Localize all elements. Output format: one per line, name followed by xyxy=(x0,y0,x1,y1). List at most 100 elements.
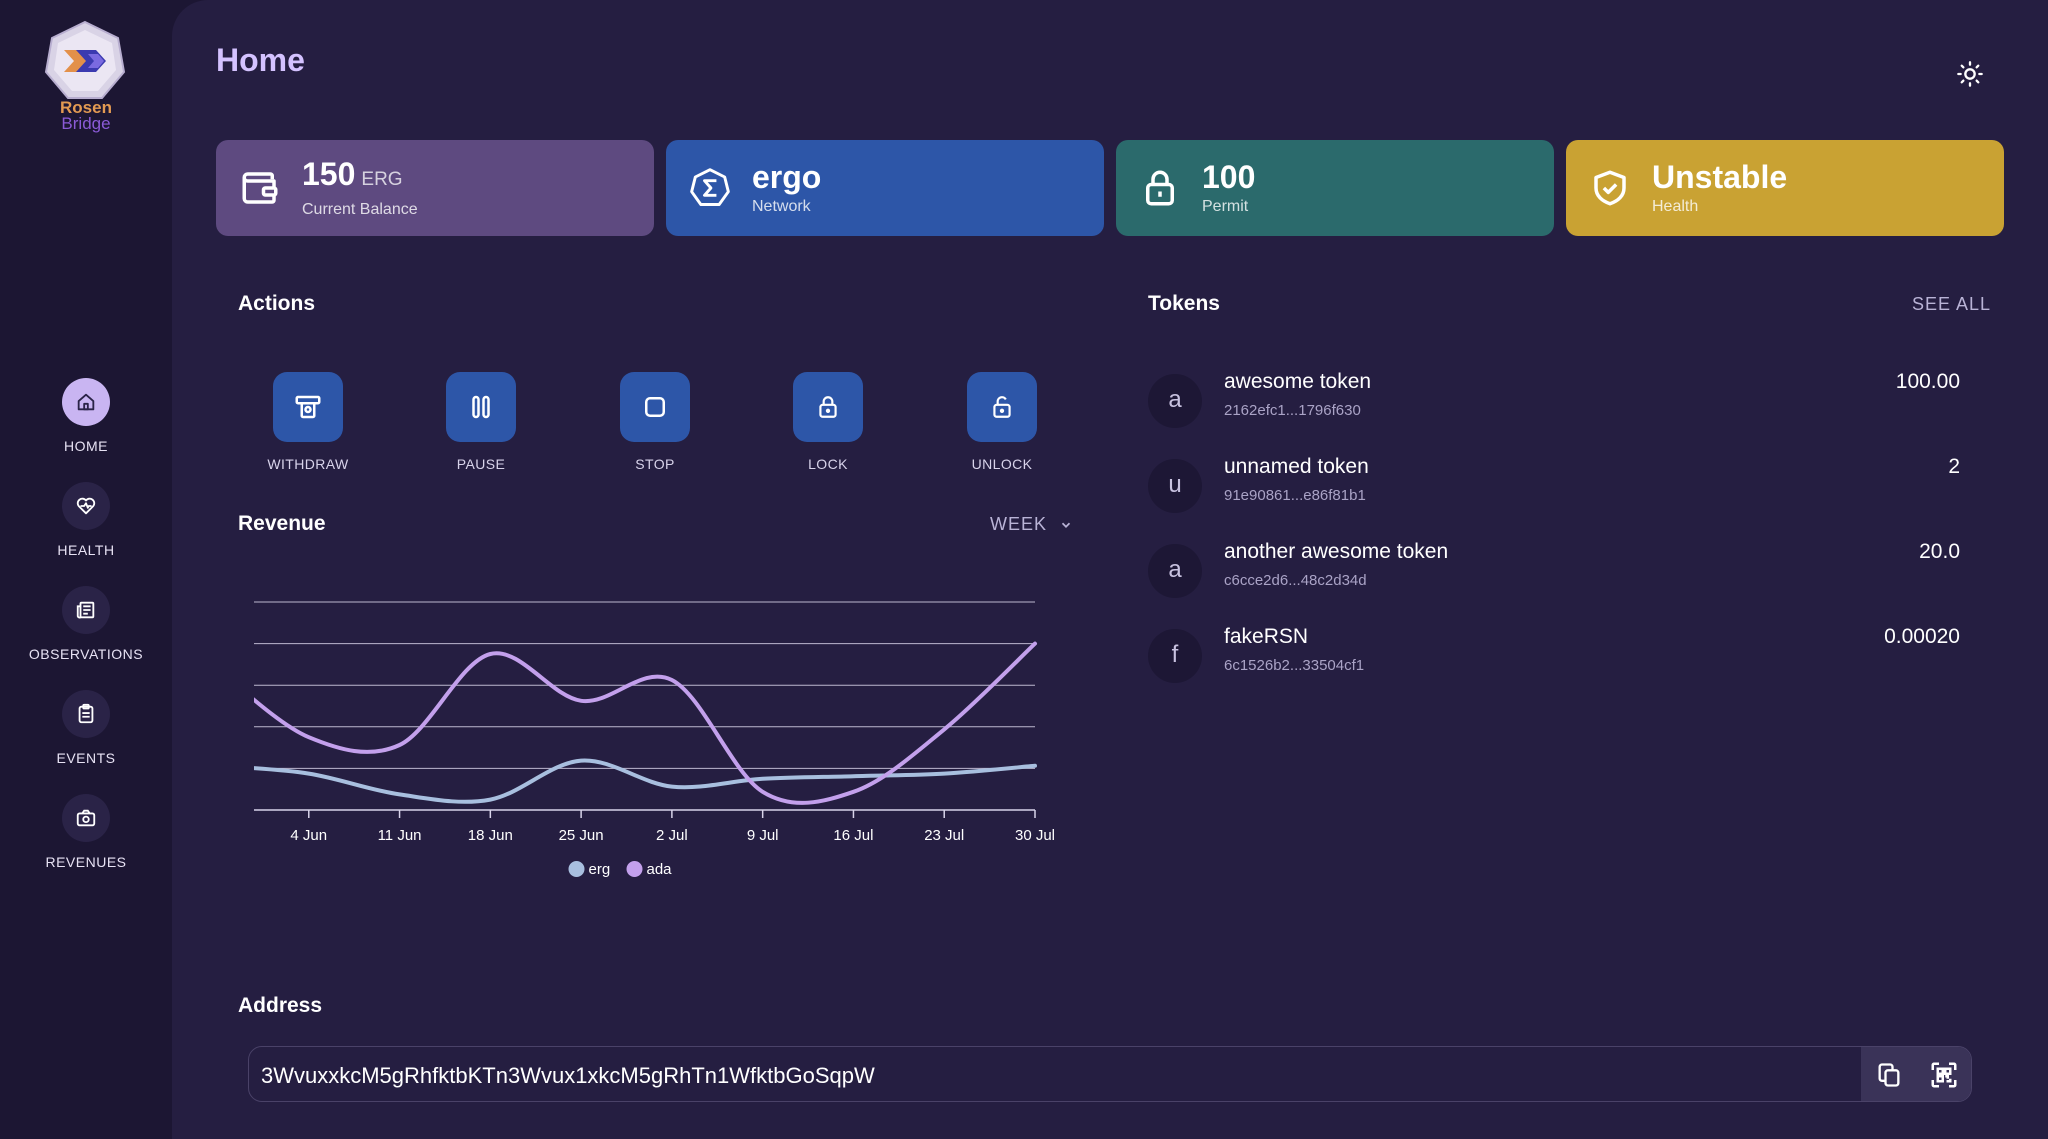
token-id: 91e90861...e86f81b1 xyxy=(1224,487,1366,504)
x-tick-label: 30 Jul xyxy=(1015,827,1054,844)
token-id: 6c1526b2...33504cf1 xyxy=(1224,657,1365,674)
x-tick-label: 23 Jul xyxy=(924,827,964,844)
pause-icon xyxy=(446,372,516,442)
chevron-down-icon xyxy=(1061,522,1071,528)
permit-value: 100 xyxy=(1202,159,1256,195)
x-tick-label: 16 Jul xyxy=(833,827,873,844)
stop-icon xyxy=(620,372,690,442)
address-field[interactable]: 3WvuxxkcM5gRhfktbKTn3Wvux1xkcM5gRhTn1Wfk… xyxy=(248,1046,1972,1102)
unlock-label: UNLOCK xyxy=(971,456,1033,472)
shield-check-icon xyxy=(1588,166,1632,210)
address-value[interactable]: 3WvuxxkcM5gRhfktbKTn3Wvux1xkcM5gRhTn1Wfk… xyxy=(261,1063,875,1088)
stop-label: STOP xyxy=(635,456,675,472)
network-label: Network xyxy=(752,198,811,215)
legend-label-erg: erg xyxy=(589,861,611,878)
token-avatar: a xyxy=(1148,544,1202,598)
logo-text: Rosen Bridge xyxy=(40,98,132,133)
sidebar-item-label: HEALTH xyxy=(57,542,115,558)
series-line-erg xyxy=(254,758,1037,804)
sidebar-item-label: REVENUES xyxy=(45,854,127,870)
logo-icon xyxy=(44,20,126,99)
token-avatar: f xyxy=(1148,629,1202,683)
ergo-sigma-icon xyxy=(688,166,732,210)
token-amount: 20.0 xyxy=(1919,540,1960,563)
rosen-bridge-logo[interactable]: Rosen Bridge xyxy=(40,18,132,138)
sidebar-item-label: OBSERVATIONS xyxy=(28,646,144,662)
x-tick-label: 11 Jun xyxy=(378,827,422,844)
wallet-icon xyxy=(238,166,282,210)
token-amount: 2 xyxy=(1948,455,1960,478)
token-name: unnamed token xyxy=(1224,455,1369,478)
qr-code-icon xyxy=(1931,1062,1956,1088)
theme-toggle-button[interactable] xyxy=(1954,58,1986,90)
period-select[interactable]: WEEK xyxy=(990,514,1073,535)
logo-line-1: Rosen xyxy=(60,98,112,117)
token-name: awesome token xyxy=(1224,370,1372,393)
qr-code-button[interactable] xyxy=(1927,1058,1961,1092)
atm-icon xyxy=(273,372,343,442)
sidebar-item-label: HOME xyxy=(64,438,108,454)
x-tick-label: 4 Jun xyxy=(290,827,327,844)
permit-card: 100 Permit xyxy=(1116,140,1554,236)
series-line-ada xyxy=(254,641,1037,805)
see-all-link[interactable]: SEE ALL xyxy=(1912,294,1992,314)
health-card: Unstable Health xyxy=(1566,140,2004,236)
copy-icon xyxy=(1878,1063,1899,1087)
token-row[interactable]: u unnamed token 91e90861...e86f81b1 2 xyxy=(1148,455,1960,525)
token-name: fakeRSN xyxy=(1224,625,1309,648)
network-card: ergo Network xyxy=(666,140,1104,236)
withdraw-label: WITHDRAW xyxy=(267,456,349,472)
pause-button[interactable]: PAUSE xyxy=(426,372,536,472)
copy-button[interactable] xyxy=(1872,1058,1906,1092)
lock-label: LOCK xyxy=(808,456,848,472)
newspaper-icon xyxy=(62,586,110,634)
unlock-icon xyxy=(967,372,1037,442)
legend-label-ada: ada xyxy=(647,861,673,878)
actions-title: Actions xyxy=(238,292,316,315)
logo-line-2: Bridge xyxy=(61,114,111,133)
x-tick-label: 2 Jul xyxy=(656,827,688,844)
withdraw-button[interactable]: WITHDRAW xyxy=(253,372,363,472)
sidebar: Rosen Bridge HOME HEALTH OBSERVATIONS EV… xyxy=(0,0,172,1139)
token-row[interactable]: a another awesome token c6cce2d6...48c2d… xyxy=(1148,540,1960,610)
sidebar-item-revenues[interactable]: REVENUES xyxy=(0,794,172,884)
sidebar-item-observations[interactable]: OBSERVATIONS xyxy=(0,586,172,676)
sidebar-item-events[interactable]: EVENTS xyxy=(0,690,172,780)
balance-label: Current Balance xyxy=(302,201,418,218)
x-tick-label: 25 Jun xyxy=(559,827,604,844)
health-label: Health xyxy=(1652,198,1699,215)
period-select-value: WEEK xyxy=(990,514,1048,534)
lock-icon xyxy=(793,372,863,442)
token-row[interactable]: f fakeRSN 6c1526b2...33504cf1 0.00020 xyxy=(1148,625,1960,695)
legend-swatch-erg xyxy=(568,861,585,877)
health-value: Unstable xyxy=(1652,159,1788,195)
sidebar-item-health[interactable]: HEALTH xyxy=(0,482,172,572)
token-name: another awesome token xyxy=(1224,540,1449,563)
page-title: Home xyxy=(216,42,305,78)
revenue-title: Revenue xyxy=(238,512,326,535)
sidebar-item-home[interactable]: HOME xyxy=(0,378,172,468)
network-value: ergo xyxy=(752,159,822,195)
balance-unit: ERG xyxy=(361,169,403,190)
token-amount: 0.00020 xyxy=(1884,625,1960,648)
legend-swatch-ada xyxy=(626,861,643,877)
stop-button[interactable]: STOP xyxy=(600,372,710,472)
token-avatar: u xyxy=(1148,459,1202,513)
tokens-title: Tokens xyxy=(1148,292,1220,315)
x-tick-label: 18 Jun xyxy=(468,827,513,844)
token-amount: 100.00 xyxy=(1895,370,1960,393)
sidebar-item-label: EVENTS xyxy=(56,750,116,766)
token-avatar: a xyxy=(1148,374,1202,428)
pause-label: PAUSE xyxy=(456,456,506,472)
token-row[interactable]: a awesome token 2162efc1...1796f630 100.… xyxy=(1148,370,1960,440)
heart-pulse-icon xyxy=(62,482,110,530)
home-icon xyxy=(62,378,110,426)
clipboard-icon xyxy=(62,690,110,738)
address-title: Address xyxy=(238,994,323,1017)
money-bag-icon xyxy=(62,794,110,842)
sun-icon xyxy=(1957,61,1983,87)
unlock-button[interactable]: UNLOCK xyxy=(947,372,1057,472)
balance-value: 150 xyxy=(302,156,356,192)
lock-button[interactable]: LOCK xyxy=(773,372,883,472)
